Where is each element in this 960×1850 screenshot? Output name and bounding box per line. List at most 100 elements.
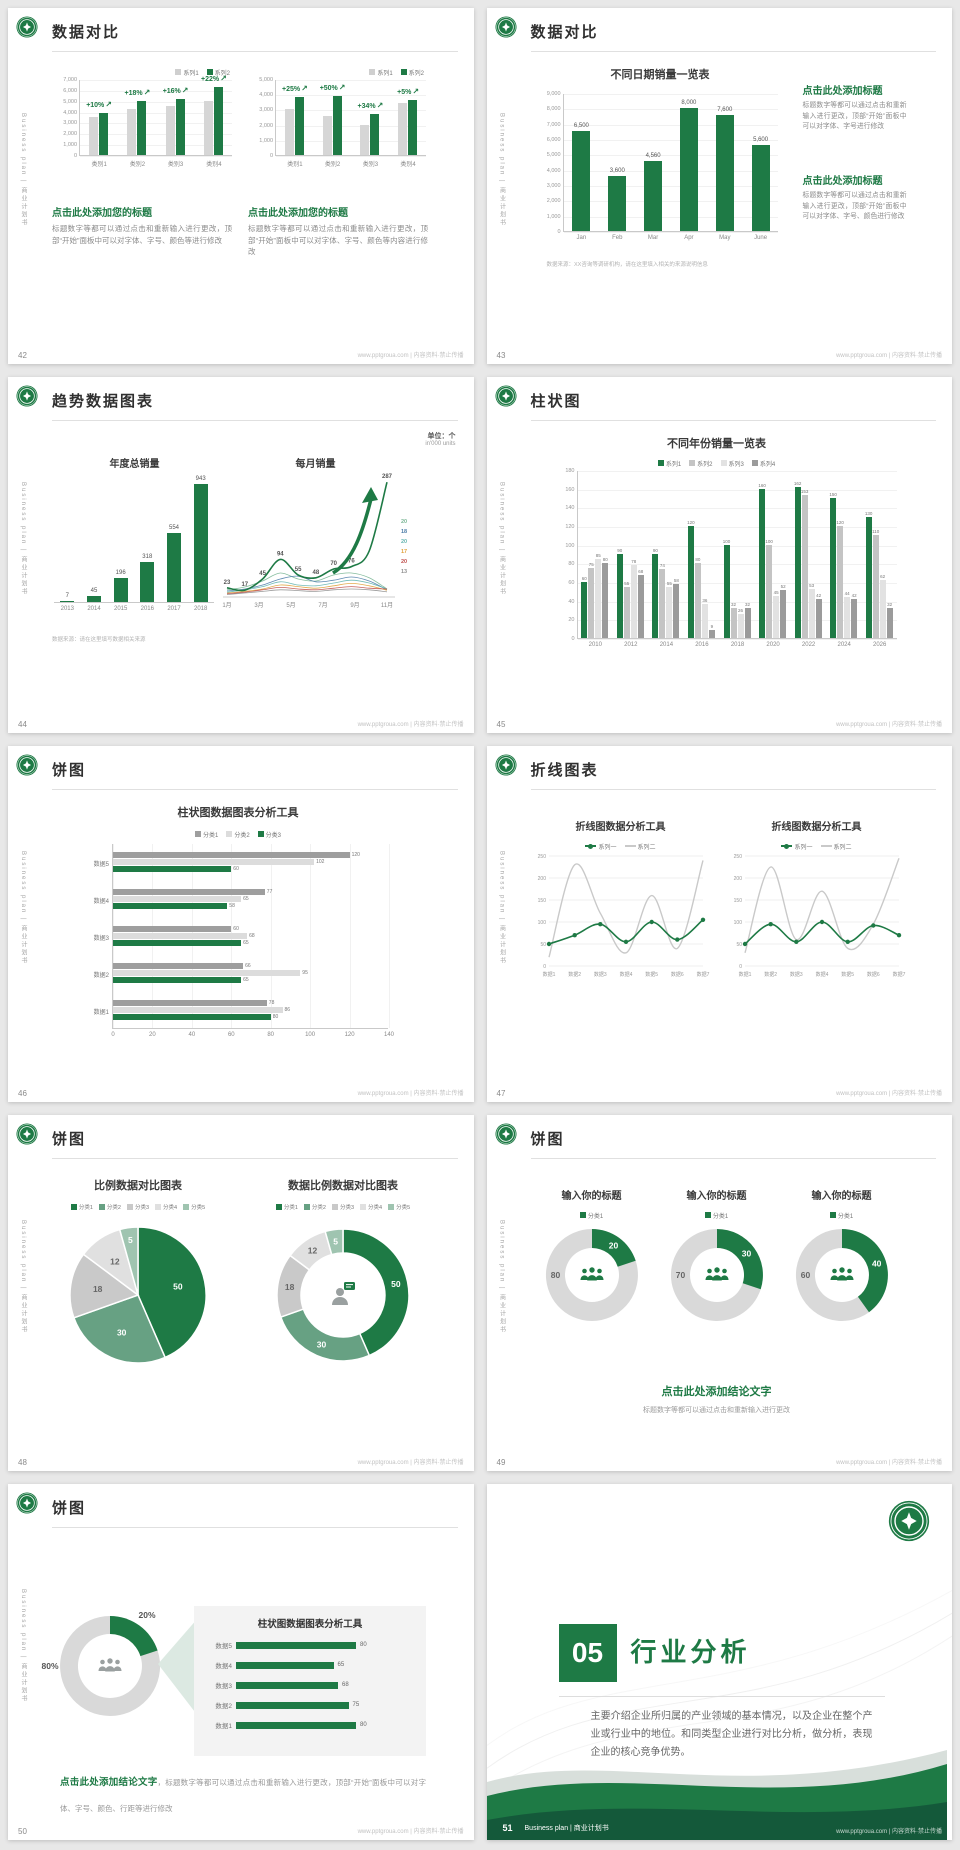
chart-legend: 分类1 分类2 分类3 分类4 分类5 xyxy=(33,1197,243,1215)
bar-series1 xyxy=(165,106,175,155)
chart-title: 不同年份销量一览表 xyxy=(667,438,766,450)
legend-item: 分类2 xyxy=(226,830,250,839)
legend-item: 系列二 xyxy=(820,842,852,851)
slide-48[interactable]: 饼图 比例数据对比图表 分类1 分类2 分类3 分类4 分类5 50 30 18 12 5 数据… xyxy=(8,1115,474,1471)
point-label: 55 xyxy=(295,567,302,573)
bar xyxy=(737,613,744,638)
data-point xyxy=(597,922,602,927)
minor-series-line xyxy=(226,572,388,591)
y-tick-label: 180 xyxy=(565,468,575,474)
bar xyxy=(113,852,350,858)
block-heading: 点击此处添加您的标题 xyxy=(52,208,152,219)
chart-legend: 分类1 分类2 分类3 xyxy=(78,824,398,842)
legend-label: 分类1 xyxy=(712,1213,729,1220)
trend-up-arrow-icon: ↗ xyxy=(220,73,227,83)
sidebar-vertical-text: Business plan | 商业计划书 xyxy=(498,482,505,597)
bar xyxy=(140,562,155,602)
conclusion-text: 点击此处添加结论文字 xyxy=(661,1386,772,1398)
slide-51[interactable]: 05 行业分析 主要介绍企业所归属的产业领域的基本情况，以及企业在整个产业或行业… xyxy=(486,1484,952,1840)
data-point xyxy=(793,939,798,944)
slide-title: 趋势数据图表 xyxy=(52,393,155,410)
trend-up-arrow-icon: ↗ xyxy=(105,99,112,109)
bar-value-label: 7 xyxy=(65,592,69,599)
bar-value-label: 45 xyxy=(773,590,779,595)
bar xyxy=(193,484,208,602)
percent-label: +5%↗ xyxy=(397,87,420,97)
chart-title: 输入你的标题 xyxy=(686,1191,747,1202)
row-label: 数据1 xyxy=(215,1723,232,1730)
slide-43[interactable]: 数据对比 不同日期销量一览表 9,000 8,000 7,000 6,000 5,000… xyxy=(486,8,952,364)
chart-legend: 系列1 系列2 xyxy=(365,62,428,80)
plot-area: 9,000 8,000 7,000 6,000 5,000 4,000 3,000 2,000… xyxy=(547,91,778,241)
slide-42[interactable]: 数据对比 系列1 系列2 7,000 6,000 5,000 4,000 3,000 2,00… xyxy=(8,8,474,364)
bar-value-label: 32 xyxy=(744,602,750,608)
bar xyxy=(730,608,737,638)
y-tick-label: 150 xyxy=(733,898,742,904)
row-label: 数据1 xyxy=(93,1009,109,1016)
slide-45[interactable]: 柱状图 不同年份销量一览表 系列1 系列2 系列3 系列4 180 160 140 120 1… xyxy=(486,377,952,733)
minor-series-line xyxy=(226,586,388,595)
legend-item: 系列3 xyxy=(720,459,744,468)
bar-value-label: 74 xyxy=(659,562,665,568)
bar-value-label: 90 xyxy=(652,548,658,553)
series-end-label: 17 xyxy=(401,549,407,555)
emblem-logo-icon xyxy=(16,1123,38,1145)
slide-44[interactable]: 趋势数据图表 单位：个 in'000 units 年度总销量 7 2013 45 20… xyxy=(8,377,474,733)
bar xyxy=(113,926,232,932)
emblem-logo-icon xyxy=(16,385,38,407)
slice xyxy=(72,1294,167,1364)
slide-46[interactable]: 饼图 柱状图数据图表分析工具 分类1 分类2 分类3 0 20 40 60 80 100 120… xyxy=(8,746,474,1102)
gridline xyxy=(563,94,778,95)
point-label: 76 xyxy=(348,559,355,565)
legend-item: 系列一 xyxy=(585,842,617,851)
bar-series2 xyxy=(137,100,147,155)
gridline xyxy=(80,80,232,81)
y-tick-label: 1,000 xyxy=(259,137,273,144)
slide-49[interactable]: 饼图 输入你的标题 分类1 20 80 输入你的标题 分类1 30 70 输入你的标… xyxy=(486,1115,952,1471)
legend-item: 分类1 xyxy=(275,1203,298,1211)
slice-green xyxy=(591,1229,636,1267)
slide-title: 饼图 xyxy=(530,1131,565,1148)
chart-legend: 系列一 系列二 xyxy=(531,834,711,852)
chart-legend: 系列一 系列二 xyxy=(727,834,907,852)
slide-50[interactable]: 饼图 80% 20% 柱状图数据图表分析工具 数据5 80 数据4 65 数据3 68 数据2… xyxy=(8,1484,474,1840)
trend-up-arrow-icon: ↗ xyxy=(301,84,308,94)
bar-series1 xyxy=(89,117,99,155)
bar-value-label: 65 xyxy=(243,977,249,983)
bar xyxy=(879,580,886,638)
conclusion-paragraph: 点击此处添加结论文字，标题数字等都可以通过点击和重新输入进行更改，顶部“开始”面… xyxy=(60,1768,426,1819)
bar xyxy=(581,582,588,638)
bar-value-label: 55 xyxy=(666,580,672,586)
sidebar-vertical-text: Business plan | 商业计划书 xyxy=(498,113,505,228)
bar-value-label: 75 xyxy=(588,562,594,567)
bar xyxy=(60,600,75,602)
gridline xyxy=(80,123,232,125)
page-number: 46 xyxy=(18,1089,27,1098)
bar-value-label: 42 xyxy=(816,592,822,598)
y-tick-label: 6,000 xyxy=(63,87,77,94)
slide-footer-text: www.pptgroua.com | 内容资料·禁止传播 xyxy=(836,353,942,359)
bar-value-label: 26 xyxy=(737,607,743,613)
page-number: 51 xyxy=(502,1823,513,1833)
section-divider-line xyxy=(558,1696,885,1697)
data-source-note: 数据来源：请在这里填写数据相关来源 xyxy=(52,637,146,643)
sidebar-vertical-text: Business plan | 商业计划书 xyxy=(20,113,26,228)
y-tick-label: 0 xyxy=(269,153,273,159)
series-end-label: 18 xyxy=(401,529,407,535)
bar xyxy=(113,866,232,872)
bar xyxy=(602,563,609,638)
bar-value-label: 80 xyxy=(695,557,701,563)
x-tick-label: Apr xyxy=(684,235,694,241)
emblem-logo-icon xyxy=(16,1492,38,1514)
point-label: 23 xyxy=(224,580,231,586)
page-number: 45 xyxy=(496,720,506,729)
data-point xyxy=(674,937,679,942)
legend-item: 系列4 xyxy=(751,459,775,468)
chart-legend: 分类1 分类2 分类3 分类4 分类5 xyxy=(238,1197,448,1215)
bar xyxy=(694,563,701,638)
chart-title: 不同日期销量一览表 xyxy=(610,69,710,81)
slide-47[interactable]: 折线图表 折线图数据分析工具 系列一 系列二 250 200 150 100 50 0 数据1… xyxy=(486,746,952,1102)
bar-value-label: 44 xyxy=(844,590,850,596)
chart-title: 输入你的标题 xyxy=(811,1191,872,1202)
